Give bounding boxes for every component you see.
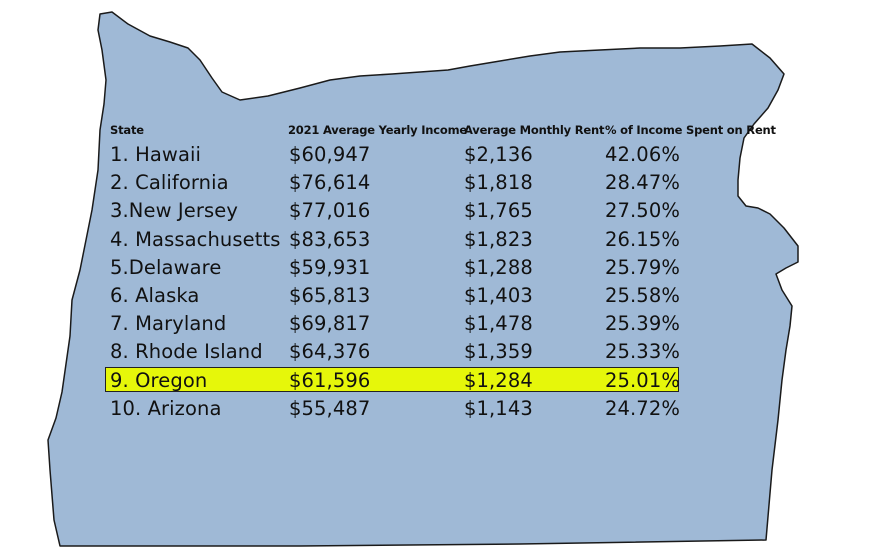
rent-cell: $1,818: [464, 171, 533, 195]
state-cell: 9. Oregon: [110, 368, 208, 392]
percent-cell: 27.50%: [605, 199, 680, 223]
percent-cell: 28.47%: [605, 171, 680, 195]
income-cell: $69,817: [289, 312, 371, 336]
state-cell: 7. Maryland: [110, 312, 227, 336]
income-cell: $83,653: [289, 227, 371, 251]
state-cell: 10. Arizona: [110, 396, 222, 420]
rent-cell: $2,136: [464, 143, 533, 166]
state-cell: 4. Massachusetts: [110, 227, 281, 251]
state-cell: 2. California: [110, 171, 229, 195]
income-cell: $55,487: [289, 396, 371, 420]
rent-cell: $1,765: [464, 199, 533, 223]
oregon-row-highlight: [105, 367, 679, 392]
state-cell: 8. Rhode Island: [110, 340, 263, 364]
percent-cell: 26.15%: [605, 227, 680, 251]
header-income: 2021 Average Yearly Income: [288, 123, 467, 137]
percent-cell: 25.79%: [605, 255, 680, 279]
rent-cell: $1,359: [464, 340, 533, 364]
percent-cell: 25.33%: [605, 340, 680, 364]
oregon-outline: [47, 11, 799, 547]
rent-cell: $1,143: [464, 396, 533, 420]
percent-cell: 24.72%: [605, 396, 680, 420]
income-cell: $59,931: [289, 255, 371, 279]
rent-cell: $1,288: [464, 255, 533, 279]
percent-cell: 25.01%: [605, 368, 680, 392]
state-cell: 6. Alaska: [110, 284, 200, 307]
header-rent: Average Monthly Rent: [464, 123, 605, 137]
percent-cell: 42.06%: [605, 143, 680, 166]
header-state: State: [110, 123, 144, 137]
state-cell: 1. Hawaii: [110, 143, 202, 166]
income-cell: $65,813: [289, 284, 371, 307]
income-cell: $64,376: [289, 340, 371, 364]
header-percent: % of Income Spent on Rent: [605, 123, 776, 137]
percent-cell: 25.58%: [605, 284, 680, 307]
income-cell: $77,016: [289, 199, 371, 223]
rent-cell: $1,823: [464, 227, 533, 251]
rent-cell: $1,403: [464, 284, 533, 307]
state-cell: 5.Delaware: [110, 255, 222, 279]
percent-cell: 25.39%: [605, 312, 680, 336]
rent-cell: $1,284: [464, 368, 533, 392]
income-cell: $60,947: [289, 143, 371, 166]
income-cell: $61,596: [289, 368, 371, 392]
state-cell: 3.New Jersey: [110, 199, 238, 223]
income-cell: $76,614: [289, 171, 371, 195]
rent-cell: $1,478: [464, 312, 533, 336]
